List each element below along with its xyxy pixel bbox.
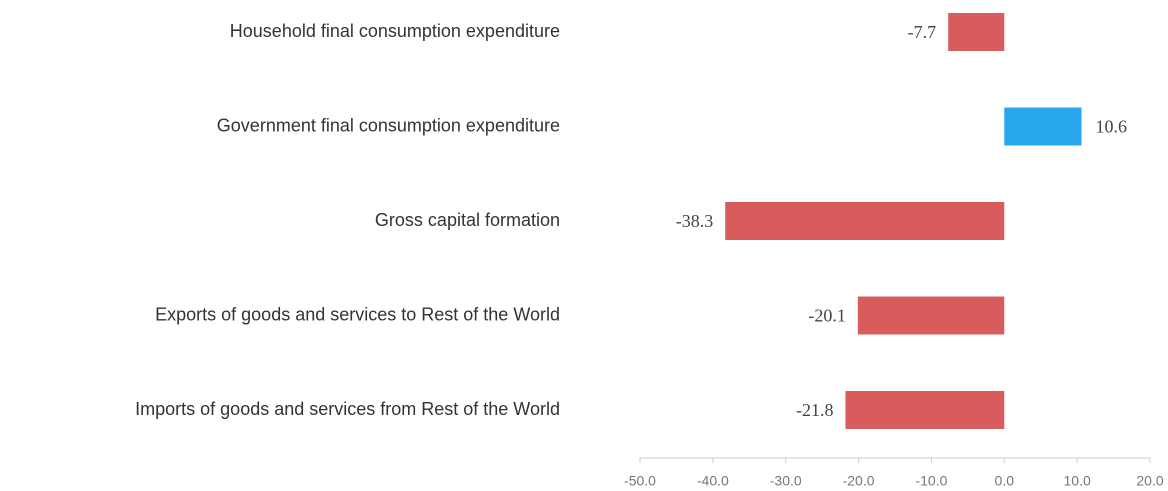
x-tick-label: 20.0 — [1136, 473, 1163, 489]
x-tick-label: -30.0 — [770, 473, 802, 489]
x-tick-label: -50.0 — [624, 473, 656, 489]
bar — [1004, 107, 1082, 146]
category-label: Government final consumption expenditure — [217, 115, 560, 135]
category-label: Gross capital formation — [375, 210, 560, 230]
value-label: -20.1 — [808, 306, 846, 326]
x-tick-label: -20.0 — [843, 473, 875, 489]
x-tick-label: -10.0 — [915, 473, 947, 489]
category-label: Imports of goods and services from Rest … — [135, 399, 560, 419]
x-tick-label: 0.0 — [995, 473, 1015, 489]
category-label: Exports of goods and services to Rest of… — [155, 304, 560, 324]
category-label: Household final consumption expenditure — [230, 21, 560, 41]
bar — [845, 391, 1005, 429]
value-label: -38.3 — [676, 211, 714, 231]
bar — [725, 202, 1005, 240]
value-label: -21.8 — [796, 400, 834, 420]
bar — [857, 296, 1005, 335]
value-label: -7.7 — [908, 22, 937, 42]
x-tick-label: -40.0 — [697, 473, 729, 489]
bar — [948, 13, 1005, 51]
x-tick-label: 10.0 — [1064, 473, 1091, 489]
value-label: 10.6 — [1096, 117, 1128, 137]
